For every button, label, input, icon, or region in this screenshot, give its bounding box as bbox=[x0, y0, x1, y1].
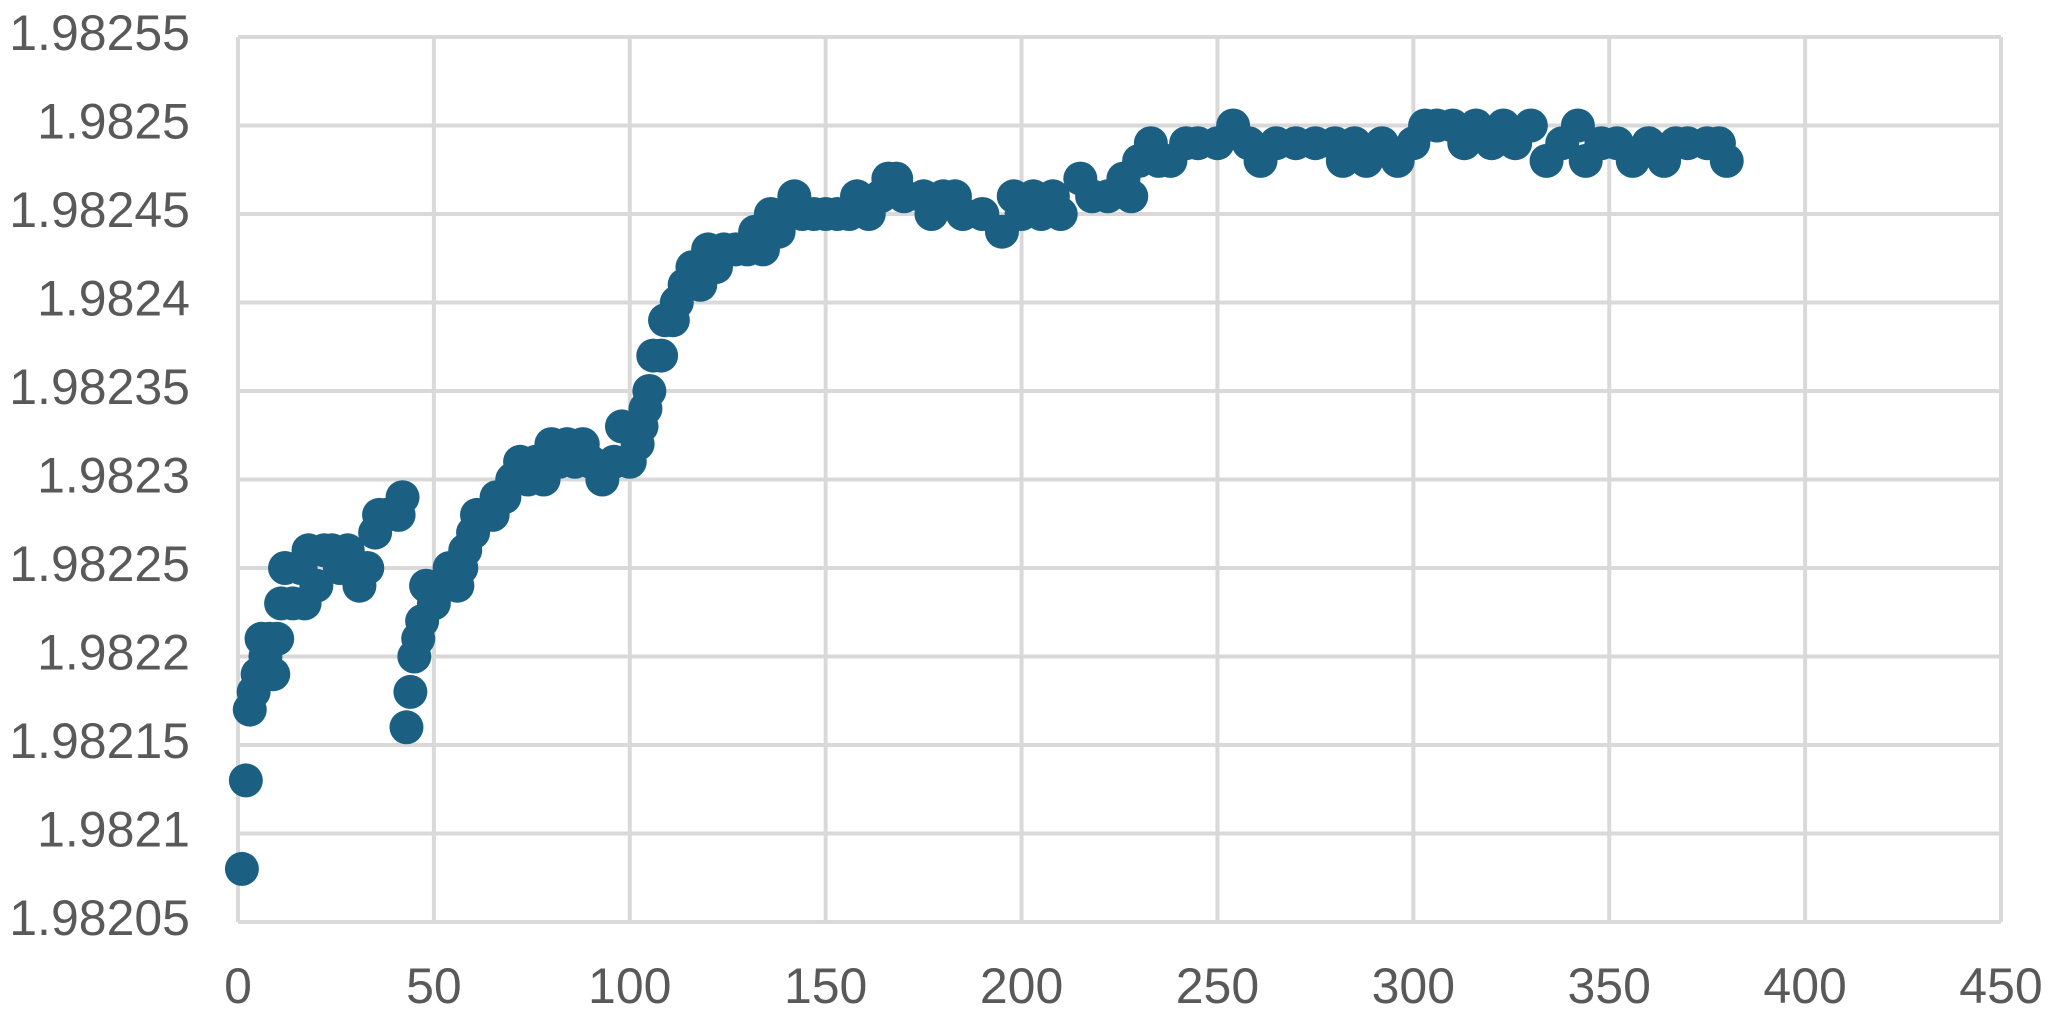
data-point bbox=[1560, 108, 1595, 143]
data-point bbox=[1709, 143, 1744, 178]
x-tick-label: 0 bbox=[224, 958, 252, 1014]
data-point bbox=[299, 568, 334, 603]
y-tick-label: 1.9822 bbox=[37, 625, 190, 681]
x-tick-label: 300 bbox=[1372, 958, 1455, 1014]
y-tick-label: 1.98225 bbox=[9, 536, 190, 592]
data-point bbox=[350, 551, 385, 585]
y-tick-label: 1.9824 bbox=[37, 271, 190, 327]
data-point bbox=[260, 621, 295, 656]
x-tick-label: 50 bbox=[406, 958, 462, 1014]
x-tick-label: 250 bbox=[1176, 958, 1259, 1014]
data-point bbox=[632, 374, 667, 408]
data-point bbox=[385, 480, 420, 515]
y-tick-label: 1.98235 bbox=[9, 359, 190, 415]
x-tick-label: 100 bbox=[588, 958, 671, 1014]
x-tick-label: 400 bbox=[1763, 958, 1846, 1014]
x-tick-label: 200 bbox=[980, 958, 1063, 1014]
y-tick-label: 1.98205 bbox=[9, 890, 190, 946]
data-point bbox=[1114, 179, 1149, 214]
data-point bbox=[1043, 197, 1078, 231]
data-point bbox=[224, 851, 259, 886]
x-tick-label: 350 bbox=[1568, 958, 1651, 1014]
data-point bbox=[644, 338, 679, 373]
x-tick-label: 150 bbox=[784, 958, 867, 1014]
data-point bbox=[389, 710, 424, 745]
data-point bbox=[228, 763, 263, 798]
y-tick-label: 1.9823 bbox=[37, 448, 190, 504]
data-point bbox=[256, 657, 291, 692]
x-tick-label: 450 bbox=[1959, 958, 2042, 1014]
y-tick-label: 1.98215 bbox=[9, 713, 190, 769]
y-tick-label: 1.9825 bbox=[37, 94, 190, 150]
y-tick-label: 1.98255 bbox=[9, 5, 190, 61]
y-tick-label: 1.9821 bbox=[37, 802, 190, 858]
data-point bbox=[1513, 108, 1548, 143]
y-tick-label: 1.98245 bbox=[9, 182, 190, 238]
data-point bbox=[393, 674, 428, 709]
